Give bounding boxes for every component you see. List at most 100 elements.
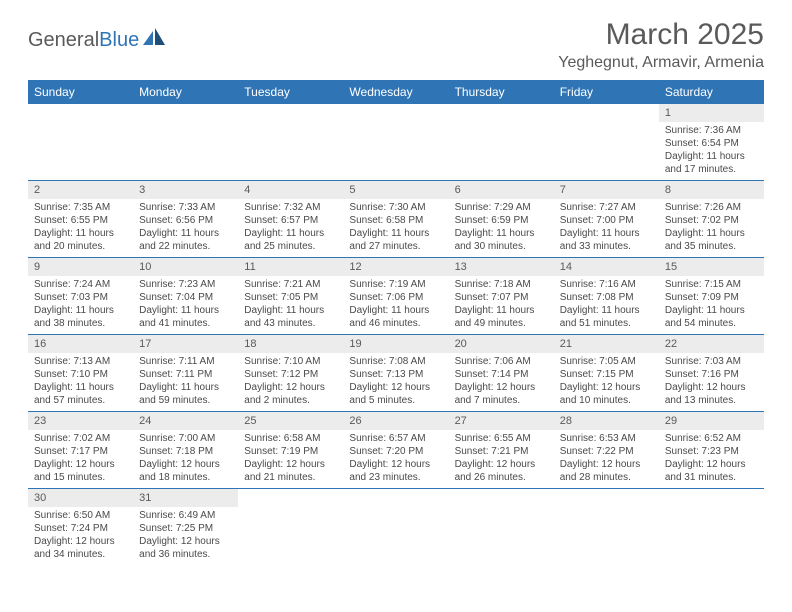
day-number: 15 [659,258,764,276]
detail-line: Sunset: 7:08 PM [560,291,653,304]
day-details: Sunrise: 6:50 AMSunset: 7:24 PMDaylight:… [28,507,133,583]
detail-line: Daylight: 12 hours [139,458,232,471]
detail-line: Sunrise: 6:50 AM [34,509,127,522]
day-cell [449,104,554,181]
detail-line: Sunset: 7:00 PM [560,214,653,227]
detail-line: and 30 minutes. [455,240,548,253]
detail-line: Sunset: 6:59 PM [455,214,548,227]
day-cell: 11Sunrise: 7:21 AMSunset: 7:05 PMDayligh… [238,258,343,335]
detail-line: and 23 minutes. [349,471,442,484]
day-cell [238,104,343,181]
detail-line: Sunset: 7:13 PM [349,368,442,381]
detail-line: and 13 minutes. [665,394,758,407]
day-number: 2 [28,181,133,199]
day-cell: 8Sunrise: 7:26 AMSunset: 7:02 PMDaylight… [659,181,764,258]
detail-line: Daylight: 12 hours [349,381,442,394]
detail-line: Daylight: 11 hours [34,304,127,317]
day-number: 25 [238,412,343,430]
day-header: Thursday [449,81,554,104]
detail-line: Sunset: 7:03 PM [34,291,127,304]
day-cell [343,489,448,566]
week-row: 2Sunrise: 7:35 AMSunset: 6:55 PMDaylight… [28,181,764,258]
location-text: Yeghegnut, Armavir, Armenia [558,54,764,72]
detail-line: Sunrise: 7:29 AM [455,201,548,214]
day-cell [449,489,554,566]
detail-line: Sunrise: 7:30 AM [349,201,442,214]
detail-line: Daylight: 11 hours [244,227,337,240]
detail-line: and 22 minutes. [139,240,232,253]
day-cell: 31Sunrise: 6:49 AMSunset: 7:25 PMDayligh… [133,489,238,566]
detail-line: Sunset: 7:04 PM [139,291,232,304]
detail-line: Sunset: 7:21 PM [455,445,548,458]
detail-line: Sunset: 7:02 PM [665,214,758,227]
detail-line: Daylight: 12 hours [665,381,758,394]
calendar-head: SundayMondayTuesdayWednesdayThursdayFrid… [28,81,764,104]
detail-line: and 59 minutes. [139,394,232,407]
day-cell [28,104,133,181]
day-number: 9 [28,258,133,276]
detail-line: Daylight: 11 hours [665,304,758,317]
detail-line: and 18 minutes. [139,471,232,484]
detail-line: Sunset: 7:17 PM [34,445,127,458]
day-number: 21 [554,335,659,353]
detail-line: Daylight: 11 hours [139,227,232,240]
detail-line: and 27 minutes. [349,240,442,253]
empty-cell [28,104,133,180]
day-cell: 22Sunrise: 7:03 AMSunset: 7:16 PMDayligh… [659,335,764,412]
day-number: 10 [133,258,238,276]
detail-line: Sunset: 7:19 PM [244,445,337,458]
detail-line: and 51 minutes. [560,317,653,330]
detail-line: Daylight: 12 hours [244,381,337,394]
day-cell: 29Sunrise: 6:52 AMSunset: 7:23 PMDayligh… [659,412,764,489]
day-number: 16 [28,335,133,353]
day-cell: 16Sunrise: 7:13 AMSunset: 7:10 PMDayligh… [28,335,133,412]
day-number: 18 [238,335,343,353]
detail-line: Sunset: 7:07 PM [455,291,548,304]
empty-cell [238,104,343,180]
detail-line: Sunset: 7:23 PM [665,445,758,458]
detail-line: Daylight: 12 hours [139,535,232,548]
day-cell: 27Sunrise: 6:55 AMSunset: 7:21 PMDayligh… [449,412,554,489]
detail-line: and 17 minutes. [665,163,758,176]
detail-line: Sunrise: 7:24 AM [34,278,127,291]
week-row: 23Sunrise: 7:02 AMSunset: 7:17 PMDayligh… [28,412,764,489]
page: GeneralBlue March 2025 Yeghegnut, Armavi… [0,0,792,583]
detail-line: Sunset: 7:05 PM [244,291,337,304]
detail-line: and 7 minutes. [455,394,548,407]
detail-line: Daylight: 11 hours [244,304,337,317]
day-cell: 26Sunrise: 6:57 AMSunset: 7:20 PMDayligh… [343,412,448,489]
detail-line: Daylight: 11 hours [139,381,232,394]
week-row: 1Sunrise: 7:36 AMSunset: 6:54 PMDaylight… [28,104,764,181]
day-cell: 2Sunrise: 7:35 AMSunset: 6:55 PMDaylight… [28,181,133,258]
day-cell [659,489,764,566]
header: GeneralBlue March 2025 Yeghegnut, Armavi… [28,18,764,72]
day-cell: 7Sunrise: 7:27 AMSunset: 7:00 PMDaylight… [554,181,659,258]
title-block: March 2025 Yeghegnut, Armavir, Armenia [558,18,764,72]
day-number: 31 [133,489,238,507]
detail-line: Sunrise: 7:06 AM [455,355,548,368]
calendar-table: SundayMondayTuesdayWednesdayThursdayFrid… [28,80,764,565]
detail-line: Sunset: 7:22 PM [560,445,653,458]
detail-line: Daylight: 11 hours [560,227,653,240]
detail-line: and 20 minutes. [34,240,127,253]
day-cell [554,489,659,566]
detail-line: Daylight: 12 hours [349,458,442,471]
detail-line: Daylight: 11 hours [665,227,758,240]
detail-line: Sunrise: 7:33 AM [139,201,232,214]
detail-line: Sunset: 7:09 PM [665,291,758,304]
detail-line: Sunset: 7:10 PM [34,368,127,381]
day-number: 30 [28,489,133,507]
sail-icon [143,28,165,52]
day-number: 24 [133,412,238,430]
day-cell: 13Sunrise: 7:18 AMSunset: 7:07 PMDayligh… [449,258,554,335]
detail-line: Sunset: 7:16 PM [665,368,758,381]
detail-line: and 26 minutes. [455,471,548,484]
day-cell: 6Sunrise: 7:29 AMSunset: 6:59 PMDaylight… [449,181,554,258]
detail-line: and 33 minutes. [560,240,653,253]
detail-line: Sunrise: 7:02 AM [34,432,127,445]
detail-line: Daylight: 11 hours [349,227,442,240]
detail-line: Sunrise: 7:35 AM [34,201,127,214]
day-cell [238,489,343,566]
detail-line: and 10 minutes. [560,394,653,407]
empty-cell [554,489,659,565]
